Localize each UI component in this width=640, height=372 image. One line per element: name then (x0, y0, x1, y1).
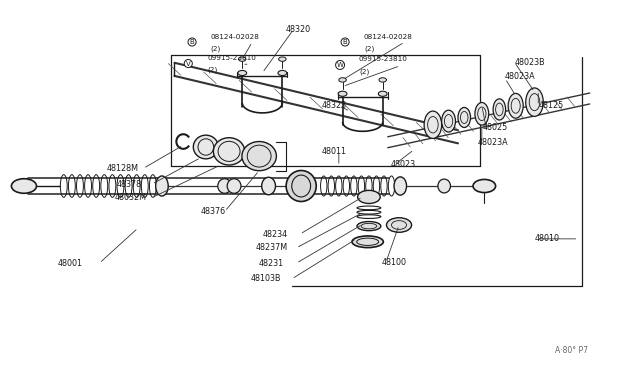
Text: (2): (2) (211, 45, 221, 52)
Text: 48378: 48378 (116, 180, 141, 189)
Circle shape (379, 78, 387, 82)
Text: 48376: 48376 (201, 207, 226, 216)
Text: 08124-02028: 08124-02028 (364, 33, 413, 39)
Text: (2): (2) (207, 67, 218, 73)
Ellipse shape (262, 177, 275, 195)
Text: 48125: 48125 (538, 100, 563, 110)
Text: 48001: 48001 (58, 259, 83, 268)
Ellipse shape (193, 135, 218, 159)
Ellipse shape (458, 108, 470, 128)
Text: 48023B: 48023B (515, 58, 545, 67)
Text: 09915-23810: 09915-23810 (359, 57, 408, 62)
Text: 48103B: 48103B (251, 275, 282, 283)
Text: 48032M: 48032M (115, 193, 147, 202)
Ellipse shape (156, 176, 168, 196)
Text: 48010: 48010 (534, 234, 559, 243)
Ellipse shape (286, 170, 316, 202)
Text: 48023A: 48023A (478, 138, 509, 147)
Circle shape (338, 91, 347, 96)
Circle shape (278, 70, 287, 76)
Text: V: V (186, 61, 191, 67)
Text: 48231: 48231 (259, 259, 284, 268)
Text: 48128M: 48128M (107, 164, 139, 173)
Text: 48025: 48025 (483, 123, 508, 132)
Ellipse shape (213, 138, 244, 165)
Circle shape (12, 179, 36, 193)
Circle shape (238, 70, 246, 76)
Text: B: B (342, 39, 348, 45)
Text: W: W (337, 62, 344, 68)
Ellipse shape (394, 177, 406, 195)
Circle shape (358, 190, 380, 203)
Circle shape (339, 78, 346, 82)
Ellipse shape (352, 236, 383, 248)
Ellipse shape (357, 222, 381, 231)
Text: 48100: 48100 (381, 258, 406, 267)
Ellipse shape (525, 88, 543, 116)
Ellipse shape (508, 93, 524, 118)
Ellipse shape (493, 99, 506, 120)
Text: 48234: 48234 (262, 230, 287, 238)
Circle shape (387, 218, 412, 232)
Text: A·80° P7: A·80° P7 (556, 346, 588, 355)
Text: 09915-23810: 09915-23810 (207, 55, 256, 61)
Ellipse shape (442, 110, 456, 132)
Ellipse shape (218, 179, 232, 193)
Text: (2): (2) (364, 45, 374, 52)
Text: B: B (189, 39, 195, 45)
Ellipse shape (438, 179, 451, 193)
Circle shape (239, 57, 246, 61)
Text: 08124-02028: 08124-02028 (211, 33, 260, 39)
Ellipse shape (475, 103, 489, 125)
Text: 48023A: 48023A (505, 72, 536, 81)
Text: 48011: 48011 (321, 147, 346, 156)
Ellipse shape (227, 179, 241, 193)
Circle shape (278, 57, 286, 61)
Text: 48237M: 48237M (256, 244, 288, 253)
Text: (2): (2) (359, 68, 369, 75)
Ellipse shape (242, 141, 276, 171)
Circle shape (378, 91, 387, 96)
Text: 48023: 48023 (390, 160, 415, 169)
Text: 48323: 48323 (321, 101, 346, 110)
Ellipse shape (424, 111, 442, 138)
Circle shape (473, 179, 495, 193)
Text: 48320: 48320 (285, 25, 310, 34)
